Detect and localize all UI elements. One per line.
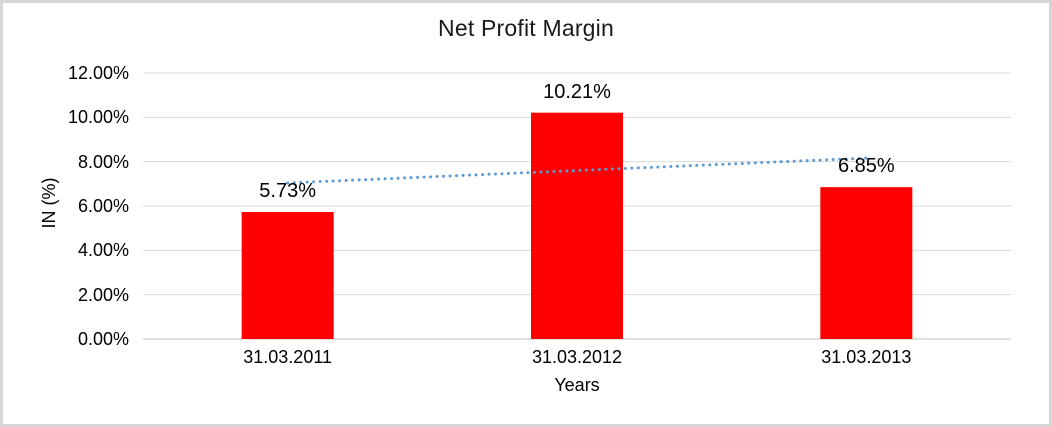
y-tick-label: 0.00% (77, 329, 129, 349)
bar-data-label: 5.73% (259, 179, 317, 202)
y-tick-label: 6.00% (77, 196, 129, 216)
bar (531, 112, 623, 339)
trendline (286, 156, 868, 185)
chart-title: Net Profit Margin (438, 15, 614, 41)
bar-data-label: 10.21% (543, 80, 611, 103)
x-tick-label: 31.03.2012 (531, 347, 623, 367)
x-axis-title: Years (554, 375, 600, 395)
chart-area: Net Profit Margin IN (%) Years 0.00% 2.00… (3, 3, 1049, 424)
y-tick-label: 2.00% (77, 284, 129, 305)
y-tick-label: 10.00% (67, 107, 129, 128)
y-tick-label: 8.00% (77, 151, 129, 172)
bar-data-label: 6.85% (837, 155, 895, 178)
x-tick-label: 31.03.2013 (821, 347, 912, 367)
y-tick-label: 12.00% (67, 63, 129, 83)
bar (241, 211, 334, 339)
x-tick-label: 31.03.2011 (243, 347, 333, 367)
bar (820, 187, 913, 339)
y-tick-label: 4.00% (77, 240, 129, 261)
plot-area (143, 72, 1011, 340)
